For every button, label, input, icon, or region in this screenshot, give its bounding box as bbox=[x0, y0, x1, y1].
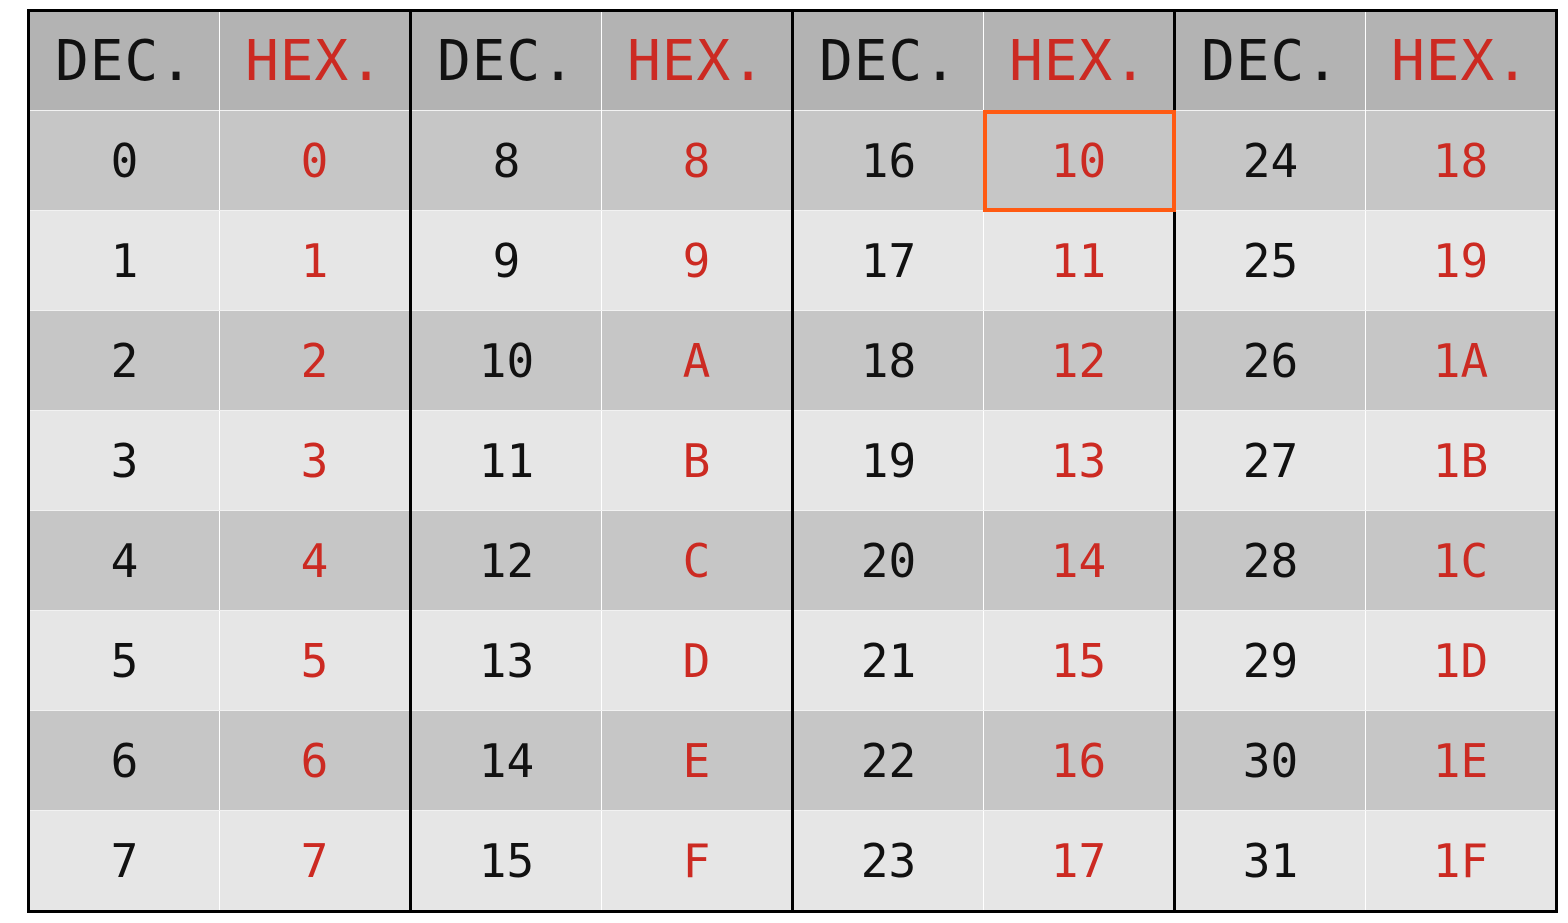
dec-cell: 18 bbox=[791, 310, 984, 411]
dec-cell: 15 bbox=[409, 810, 602, 913]
hex-cell: 19 bbox=[1365, 210, 1558, 311]
hex-cell: 9 bbox=[601, 210, 794, 311]
hex-cell: 1D bbox=[1365, 610, 1558, 711]
table-row: 5 5 13 D 21 15 29 1D bbox=[27, 610, 1558, 711]
dec-cell: 12 bbox=[409, 510, 602, 611]
dec-hex-conversion-table: DEC. HEX. DEC. HEX. DEC. HEX. DEC. HEX. … bbox=[27, 9, 1558, 913]
dec-cell: 3 bbox=[27, 410, 220, 511]
hex-cell: 16 bbox=[983, 710, 1176, 811]
hex-cell: 1F bbox=[1365, 810, 1558, 913]
dec-cell: 16 bbox=[791, 110, 984, 211]
hex-cell: E bbox=[601, 710, 794, 811]
hex-cell: C bbox=[601, 510, 794, 611]
dec-cell: 1 bbox=[27, 210, 220, 311]
header-hex: HEX. bbox=[983, 9, 1176, 111]
hex-cell: 1 bbox=[219, 210, 412, 311]
dec-cell: 27 bbox=[1173, 410, 1366, 511]
hex-cell: 15 bbox=[983, 610, 1176, 711]
dec-cell: 23 bbox=[791, 810, 984, 913]
hex-cell: 14 bbox=[983, 510, 1176, 611]
hex-cell: A bbox=[601, 310, 794, 411]
hex-cell: 1A bbox=[1365, 310, 1558, 411]
header-hex: HEX. bbox=[1365, 9, 1558, 111]
highlighted-hex-cell: 10 bbox=[982, 109, 1176, 212]
dec-cell: 8 bbox=[409, 110, 602, 211]
hex-cell: F bbox=[601, 810, 794, 913]
hex-cell: 12 bbox=[983, 310, 1176, 411]
header-dec: DEC. bbox=[791, 9, 984, 111]
dec-cell: 9 bbox=[409, 210, 602, 311]
dec-cell: 6 bbox=[27, 710, 220, 811]
hex-cell: 3 bbox=[219, 410, 412, 511]
dec-cell: 17 bbox=[791, 210, 984, 311]
header-dec: DEC. bbox=[27, 9, 220, 111]
dec-cell: 11 bbox=[409, 410, 602, 511]
hex-cell: 1B bbox=[1365, 410, 1558, 511]
dec-cell: 19 bbox=[791, 410, 984, 511]
dec-cell: 4 bbox=[27, 510, 220, 611]
dec-cell: 13 bbox=[409, 610, 602, 711]
table-row: 6 6 14 E 22 16 30 1E bbox=[27, 710, 1558, 811]
dec-cell: 28 bbox=[1173, 510, 1366, 611]
hex-cell: B bbox=[601, 410, 794, 511]
dec-cell: 10 bbox=[409, 310, 602, 411]
table-row: 7 7 15 F 23 17 31 1F bbox=[27, 810, 1558, 913]
table-row: 4 4 12 C 20 14 28 1C bbox=[27, 510, 1558, 611]
hex-cell: 6 bbox=[219, 710, 412, 811]
header-hex: HEX. bbox=[219, 9, 412, 111]
dec-hex-conversion-table-wrapper: DEC. HEX. DEC. HEX. DEC. HEX. DEC. HEX. … bbox=[27, 9, 1558, 913]
hex-cell: 11 bbox=[983, 210, 1176, 311]
dec-cell: 22 bbox=[791, 710, 984, 811]
hex-cell: 17 bbox=[983, 810, 1176, 913]
hex-cell: 2 bbox=[219, 310, 412, 411]
table-row: 0 0 8 8 16 10 24 18 bbox=[27, 109, 1558, 212]
header-row: DEC. HEX. DEC. HEX. DEC. HEX. DEC. HEX. bbox=[27, 9, 1558, 111]
dec-cell: 7 bbox=[27, 810, 220, 913]
hex-cell: 13 bbox=[983, 410, 1176, 511]
dec-cell: 25 bbox=[1173, 210, 1366, 311]
hex-cell: 4 bbox=[219, 510, 412, 611]
dec-cell: 30 bbox=[1173, 710, 1366, 811]
hex-cell: 0 bbox=[219, 110, 412, 211]
dec-cell: 2 bbox=[27, 310, 220, 411]
dec-cell: 5 bbox=[27, 610, 220, 711]
dec-cell: 24 bbox=[1173, 110, 1366, 211]
dec-cell: 31 bbox=[1173, 810, 1366, 913]
dec-cell: 20 bbox=[791, 510, 984, 611]
dec-cell: 26 bbox=[1173, 310, 1366, 411]
dec-cell: 29 bbox=[1173, 610, 1366, 711]
hex-cell: D bbox=[601, 610, 794, 711]
table-row: 3 3 11 B 19 13 27 1B bbox=[27, 410, 1558, 511]
hex-cell: 8 bbox=[601, 110, 794, 211]
hex-cell: 18 bbox=[1365, 110, 1558, 211]
hex-cell: 1C bbox=[1365, 510, 1558, 611]
hex-cell: 5 bbox=[219, 610, 412, 711]
header-hex: HEX. bbox=[601, 9, 794, 111]
dec-cell: 14 bbox=[409, 710, 602, 811]
header-dec: DEC. bbox=[409, 9, 602, 111]
hex-cell: 1E bbox=[1365, 710, 1558, 811]
dec-cell: 21 bbox=[791, 610, 984, 711]
table-row: 2 2 10 A 18 12 26 1A bbox=[27, 310, 1558, 411]
header-dec: DEC. bbox=[1173, 9, 1366, 111]
hex-cell: 7 bbox=[219, 810, 412, 913]
dec-cell: 0 bbox=[27, 110, 220, 211]
table-row: 1 1 9 9 17 11 25 19 bbox=[27, 210, 1558, 311]
